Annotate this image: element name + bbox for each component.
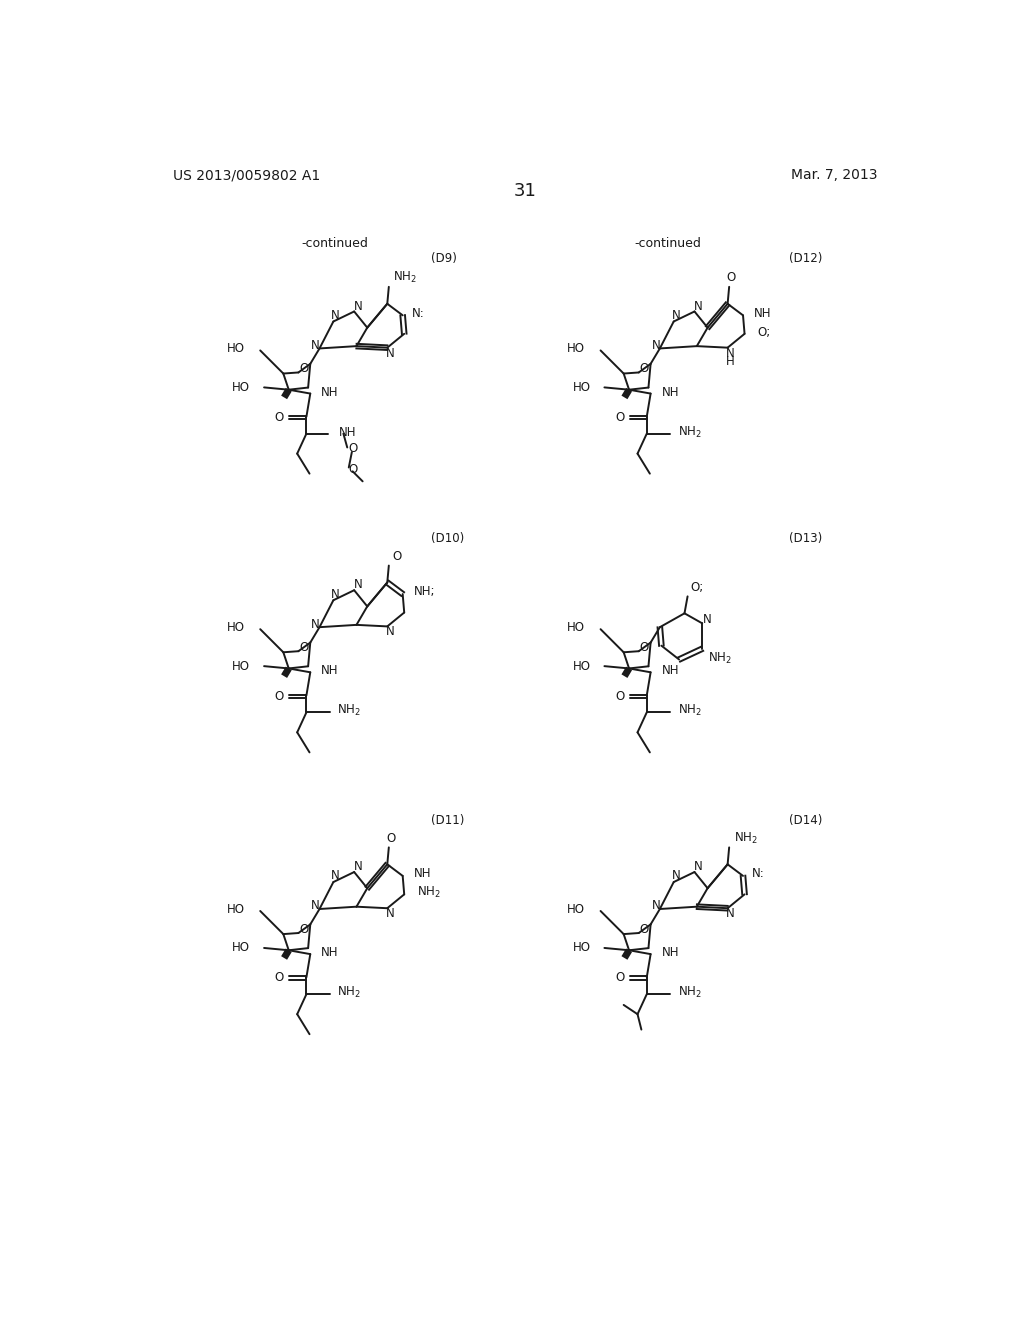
Text: NH: NH bbox=[754, 306, 771, 319]
Text: N: N bbox=[311, 618, 321, 631]
Text: -continued: -continued bbox=[301, 236, 368, 249]
Text: N: N bbox=[386, 626, 394, 639]
Text: N: N bbox=[332, 309, 340, 322]
Text: NH: NH bbox=[322, 946, 339, 960]
Text: N: N bbox=[332, 870, 340, 882]
Text: N: N bbox=[311, 899, 321, 912]
Text: HO: HO bbox=[567, 903, 585, 916]
Text: (D13): (D13) bbox=[788, 532, 822, 545]
Text: (D14): (D14) bbox=[788, 814, 822, 828]
Text: HO: HO bbox=[232, 660, 250, 673]
Text: (D12): (D12) bbox=[788, 252, 822, 265]
Text: HO: HO bbox=[567, 622, 585, 634]
Text: O: O bbox=[640, 640, 649, 653]
Text: O: O bbox=[392, 550, 401, 562]
Text: NH: NH bbox=[322, 385, 339, 399]
Text: NH$_2$: NH$_2$ bbox=[678, 704, 701, 718]
Text: O: O bbox=[274, 689, 284, 702]
Text: O;: O; bbox=[690, 581, 703, 594]
Text: (D11): (D11) bbox=[431, 814, 464, 828]
Text: N: N bbox=[651, 339, 660, 352]
Text: O: O bbox=[615, 411, 625, 424]
Text: N: N bbox=[694, 861, 702, 873]
Text: NH$_2$: NH$_2$ bbox=[417, 886, 440, 900]
Text: -continued: -continued bbox=[635, 236, 701, 249]
Text: N:: N: bbox=[753, 867, 765, 880]
Text: O: O bbox=[299, 640, 308, 653]
Text: N: N bbox=[386, 347, 394, 359]
Text: NH$_2$: NH$_2$ bbox=[337, 985, 361, 1001]
Text: N: N bbox=[694, 300, 702, 313]
Text: O: O bbox=[615, 972, 625, 985]
Text: HO: HO bbox=[232, 381, 250, 393]
Text: NH$_2$: NH$_2$ bbox=[709, 651, 732, 665]
Text: NH: NH bbox=[662, 385, 679, 399]
Text: HO: HO bbox=[227, 903, 245, 916]
Text: O: O bbox=[640, 923, 649, 936]
Text: O: O bbox=[640, 362, 649, 375]
Text: O: O bbox=[299, 923, 308, 936]
Text: HO: HO bbox=[572, 660, 591, 673]
Text: HO: HO bbox=[572, 381, 591, 393]
Text: HO: HO bbox=[567, 342, 585, 355]
Text: N: N bbox=[651, 899, 660, 912]
Text: HO: HO bbox=[232, 941, 250, 954]
Text: NH;: NH; bbox=[414, 585, 435, 598]
Text: N: N bbox=[672, 309, 680, 322]
Text: N: N bbox=[703, 612, 712, 626]
Text: N: N bbox=[311, 339, 321, 352]
Text: O: O bbox=[299, 362, 308, 375]
Text: (D9): (D9) bbox=[431, 252, 457, 265]
Text: NH: NH bbox=[414, 867, 431, 880]
Text: N: N bbox=[353, 578, 362, 591]
Text: 31: 31 bbox=[513, 182, 537, 199]
Text: H: H bbox=[726, 355, 735, 368]
Text: N: N bbox=[386, 907, 394, 920]
Text: HO: HO bbox=[227, 342, 245, 355]
Text: NH$_2$: NH$_2$ bbox=[734, 830, 758, 846]
Text: O;: O; bbox=[757, 326, 770, 339]
Text: NH: NH bbox=[322, 664, 339, 677]
Text: O: O bbox=[349, 442, 358, 455]
Text: (D10): (D10) bbox=[431, 532, 464, 545]
Text: O: O bbox=[615, 689, 625, 702]
Text: NH: NH bbox=[339, 425, 356, 438]
Text: N: N bbox=[353, 300, 362, 313]
Text: O: O bbox=[386, 832, 395, 845]
Text: NH$_2$: NH$_2$ bbox=[678, 425, 701, 440]
Text: N: N bbox=[726, 907, 735, 920]
Text: N: N bbox=[672, 870, 680, 882]
Text: N: N bbox=[353, 861, 362, 873]
Text: HO: HO bbox=[227, 622, 245, 634]
Text: N: N bbox=[726, 347, 735, 359]
Text: NH$_2$: NH$_2$ bbox=[678, 985, 701, 1001]
Text: N: N bbox=[332, 587, 340, 601]
Text: N:: N: bbox=[412, 306, 425, 319]
Text: O: O bbox=[349, 463, 358, 477]
Text: O: O bbox=[274, 411, 284, 424]
Text: NH: NH bbox=[662, 946, 679, 960]
Text: HO: HO bbox=[572, 941, 591, 954]
Text: Mar. 7, 2013: Mar. 7, 2013 bbox=[791, 169, 878, 182]
Text: NH$_2$: NH$_2$ bbox=[393, 271, 417, 285]
Text: O: O bbox=[727, 271, 736, 284]
Text: NH: NH bbox=[662, 664, 679, 677]
Text: O: O bbox=[274, 972, 284, 985]
Text: US 2013/0059802 A1: US 2013/0059802 A1 bbox=[173, 169, 321, 182]
Text: NH$_2$: NH$_2$ bbox=[337, 704, 361, 718]
